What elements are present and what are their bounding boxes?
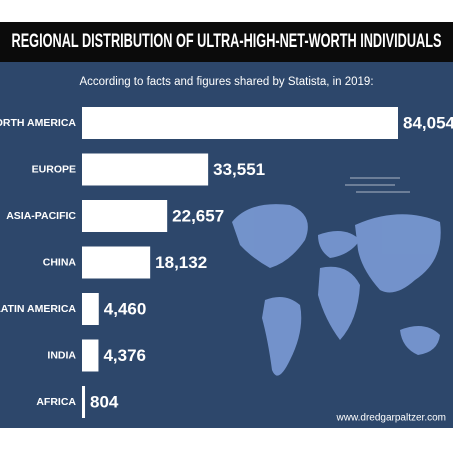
category-label: ASIA-PACIFIC	[6, 210, 76, 222]
decor-lines	[345, 177, 410, 193]
category-label: LATIN AMERICA	[0, 303, 76, 315]
bar	[82, 200, 168, 232]
value-label: 22,657	[172, 206, 224, 225]
category-label: INDIA	[47, 349, 76, 361]
bar	[82, 246, 151, 279]
value-label: 4,460	[104, 299, 147, 318]
value-label: 804	[90, 392, 119, 411]
world-map	[232, 204, 441, 376]
chart-title: REGIONAL DISTRIBUTION OF ULTRA-HIGH-NET-…	[12, 31, 442, 52]
category-label: EUROPE	[32, 163, 76, 175]
value-label: 18,132	[155, 253, 207, 272]
chart-subtitle: According to facts and figures shared by…	[79, 76, 373, 88]
value-label: 84,054	[403, 113, 453, 132]
bar	[82, 293, 99, 325]
category-label: NORTH AMERICA	[0, 117, 76, 129]
bar	[82, 386, 86, 418]
bar	[82, 339, 99, 372]
title-band	[0, 22, 453, 62]
bar	[82, 107, 398, 139]
value-label: 4,376	[103, 346, 146, 365]
source: www.dredgarpaltzer.com	[336, 413, 447, 424]
category-label: AFRICA	[36, 396, 76, 408]
value-label: 33,551	[213, 160, 265, 179]
bar	[82, 153, 209, 186]
category-label: CHINA	[43, 256, 77, 268]
